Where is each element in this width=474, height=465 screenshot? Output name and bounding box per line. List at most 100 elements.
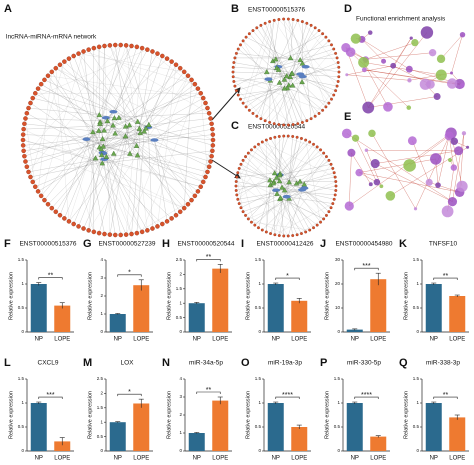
edge	[148, 61, 172, 128]
node	[234, 189, 238, 192]
node	[312, 226, 315, 230]
edge	[197, 139, 214, 192]
y-tick-label: 0.5	[255, 305, 262, 310]
y-axis-label: Relative expression	[245, 391, 251, 439]
node	[282, 17, 286, 21]
x-tick-label: NP	[35, 456, 43, 462]
node	[268, 120, 272, 124]
node	[81, 49, 86, 54]
node	[332, 197, 336, 201]
edge	[28, 107, 100, 116]
edge	[302, 21, 339, 68]
panel-label: H	[162, 238, 170, 250]
edge	[265, 23, 289, 86]
significance: **	[443, 392, 449, 399]
node	[435, 69, 447, 81]
node	[53, 209, 59, 215]
edge	[262, 141, 305, 189]
node	[407, 78, 412, 83]
y-tick-label: 2.5	[176, 257, 183, 262]
bar	[425, 284, 442, 332]
node	[134, 152, 141, 158]
edge	[279, 164, 332, 176]
network	[20, 42, 216, 238]
edge	[125, 45, 149, 125]
node	[45, 201, 51, 207]
bar	[425, 403, 442, 451]
node	[208, 116, 213, 121]
node	[450, 71, 454, 75]
edge	[95, 158, 163, 225]
node	[322, 151, 326, 155]
node	[26, 105, 31, 111]
edge	[78, 53, 185, 72]
node	[247, 108, 251, 112]
edge	[59, 131, 93, 216]
y-tick-label: 0	[337, 329, 340, 334]
edge	[236, 181, 306, 233]
network-graphics	[20, 17, 470, 238]
panel-label: A	[4, 3, 12, 15]
node	[173, 212, 179, 218]
bar	[109, 422, 126, 451]
node	[195, 86, 201, 91]
node	[264, 69, 270, 75]
node	[281, 187, 288, 193]
node	[334, 184, 338, 188]
significance: *	[286, 273, 289, 280]
node	[173, 62, 179, 68]
edge	[118, 117, 181, 212]
node	[295, 233, 299, 237]
node	[327, 39, 331, 43]
node	[305, 119, 309, 123]
node	[259, 117, 263, 121]
node	[297, 178, 303, 184]
edge	[375, 163, 453, 202]
node	[38, 193, 44, 199]
node	[264, 138, 268, 142]
node	[82, 137, 91, 142]
edge	[266, 71, 338, 87]
edge	[239, 189, 303, 204]
node	[247, 32, 251, 36]
node	[333, 193, 337, 197]
node	[241, 39, 245, 43]
y-tick-label: 1	[179, 430, 182, 435]
y-tick-label: 0	[337, 448, 340, 453]
edge	[233, 76, 288, 89]
edge	[83, 124, 130, 229]
edge	[371, 133, 416, 209]
edge	[26, 113, 107, 157]
node	[28, 100, 33, 106]
y-axis-label: Relative expression	[324, 391, 330, 439]
node	[436, 54, 446, 64]
node	[66, 56, 72, 61]
node	[413, 207, 418, 211]
node	[277, 194, 284, 200]
edge	[300, 57, 338, 61]
node	[146, 121, 152, 127]
node	[259, 23, 263, 27]
node	[155, 224, 160, 229]
y-tick-label: 3	[100, 275, 103, 280]
significance: *	[128, 389, 131, 396]
node	[335, 84, 339, 88]
edge	[25, 118, 108, 122]
node	[198, 184, 203, 189]
edge	[44, 79, 149, 128]
node	[351, 134, 360, 142]
y-tick-label: 0.5	[97, 434, 104, 439]
edge	[184, 79, 192, 209]
node	[257, 142, 260, 146]
node	[332, 93, 336, 97]
node	[96, 44, 102, 50]
bar	[449, 296, 466, 332]
node	[102, 231, 107, 237]
y-tick-label: 30	[335, 257, 341, 262]
y-tick-label: 3	[179, 394, 182, 399]
x-tick-label: NP	[114, 337, 122, 343]
node	[337, 65, 341, 69]
node	[282, 123, 286, 127]
y-tick-label: 1.5	[413, 376, 420, 381]
